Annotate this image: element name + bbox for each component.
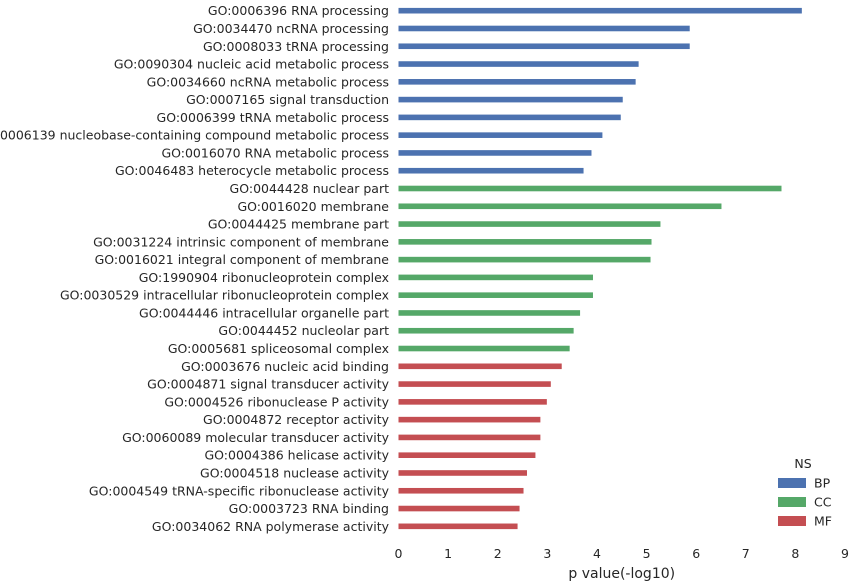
bar-cc (398, 345, 570, 352)
category-label: GO:0060089 molecular transducer activity (122, 430, 390, 445)
bar-bp (398, 167, 584, 174)
category-label: GO:0006139 nucleobase-containing compoun… (0, 128, 389, 143)
bar-mf (398, 416, 541, 423)
category-label: GO:0046483 heterocycle metabolic process (115, 163, 389, 178)
category-label: GO:0006396 RNA processing (208, 3, 389, 18)
category-label: GO:0034660 ncRNA metabolic process (147, 74, 389, 89)
x-tick-label: 1 (444, 546, 452, 561)
category-label: GO:0005681 spliceosomal complex (168, 341, 389, 356)
category-label: GO:0003676 nucleic acid binding (181, 359, 389, 374)
category-label: GO:0006399 tRNA metabolic process (157, 110, 389, 125)
category-label: GO:0016021 integral component of membran… (95, 252, 390, 267)
bar-bp (398, 25, 690, 32)
bar-mf (398, 381, 551, 387)
x-tick-label: 5 (643, 546, 651, 561)
bar-mf (398, 452, 536, 458)
x-tick-label: 3 (543, 546, 551, 561)
category-label: GO:0044425 membrane part (208, 217, 389, 232)
bar-cc (398, 185, 782, 192)
bar-cc (398, 203, 722, 210)
category-label: GO:0034470 ncRNA processing (193, 21, 389, 36)
bar-mf (398, 363, 562, 370)
category-labels: GO:0006396 RNA processing GO:0034470 ncRN… (0, 3, 390, 534)
legend: NS BP CC MF (778, 456, 832, 529)
bar-bp (398, 79, 636, 85)
category-label: GO:0016070 RNA metabolic process (161, 145, 389, 160)
x-tick-label: 4 (593, 546, 601, 561)
bar-bp (398, 7, 802, 14)
bar-mf (398, 399, 547, 405)
x-tick-label: 0 (395, 546, 403, 561)
category-label: GO:0044446 intracellular organelle part (139, 305, 389, 320)
category-label: GO:1990904 ribonucleoprotein complex (139, 270, 389, 285)
category-label: GO:0044428 nuclear part (230, 181, 390, 196)
bar-bp (398, 132, 603, 138)
category-label: GO:0004549 tRNA-specific ribonuclease ac… (89, 483, 390, 498)
bar-bp (398, 61, 639, 67)
category-label: GO:0044452 nucleolar part (218, 323, 389, 338)
x-tick-label: 6 (692, 546, 700, 561)
bar-mf (398, 505, 520, 512)
bar-cc (398, 221, 661, 227)
category-label: GO:0004872 receptor activity (203, 412, 390, 427)
bar-mf (398, 523, 518, 530)
category-label: GO:0004871 signal transducer activity (147, 377, 389, 392)
legend-swatch-cc (778, 497, 806, 507)
legend-swatch-mf (778, 516, 806, 526)
legend-label-mf: MF (814, 514, 832, 529)
category-label: GO:0003723 RNA binding (229, 501, 389, 516)
category-label: GO:0090304 nucleic acid metabolic proces… (114, 57, 389, 72)
bar-cc (398, 274, 593, 281)
bar-bp (398, 43, 690, 50)
category-label: GO:0004526 ribonuclease P activity (164, 394, 389, 409)
x-tick-label: 7 (742, 546, 750, 561)
category-label: GO:0008033 tRNA processing (203, 39, 389, 54)
category-label: GO:0034062 RNA polymerase activity (152, 519, 390, 534)
bar-mf (398, 434, 541, 441)
bar-bp (398, 114, 621, 121)
bar-mf (398, 470, 527, 476)
category-label: GO:0031224 intrinsic component of membra… (93, 234, 389, 249)
x-tick-label: 8 (791, 546, 799, 561)
x-tick-label: 2 (494, 546, 502, 561)
legend-title: NS (794, 456, 811, 471)
bar-cc (398, 327, 574, 334)
category-label: GO:0004386 helicase activity (204, 448, 389, 463)
x-axis-title: p value(-log10) (568, 566, 675, 582)
bars-layer (398, 7, 802, 530)
bar-cc (398, 292, 593, 298)
bar-mf (398, 487, 524, 494)
bar-cc (398, 256, 651, 263)
category-label: GO:0016020 membrane (237, 199, 389, 214)
x-axis-ticks: 0 1 2 3 4 5 6 7 8 9 (395, 546, 850, 561)
category-label: GO:0030529 intracellular ribonucleoprote… (60, 288, 389, 303)
x-tick-label: 9 (841, 546, 849, 561)
bar-cc (398, 310, 581, 316)
bar-bp (398, 150, 592, 156)
bar-bp (398, 96, 623, 103)
bar-cc (398, 239, 652, 245)
category-label: GO:0007165 signal transduction (186, 92, 389, 107)
legend-label-bp: BP (814, 476, 831, 491)
legend-swatch-bp (778, 478, 806, 488)
legend-label-cc: CC (814, 495, 832, 510)
category-label: GO:0004518 nuclease activity (200, 465, 390, 480)
